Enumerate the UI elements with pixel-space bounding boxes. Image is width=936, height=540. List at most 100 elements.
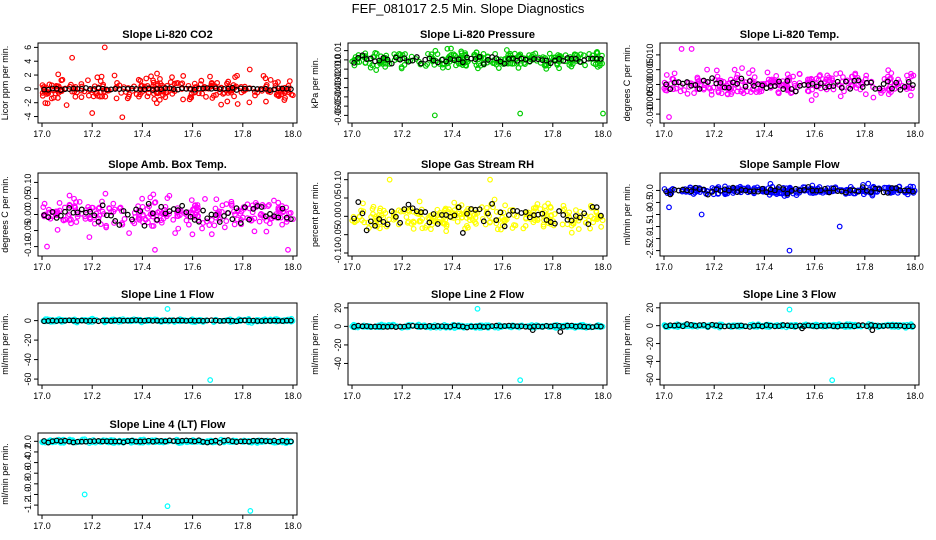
reference-point (539, 210, 546, 217)
reference-point (843, 189, 849, 196)
x-tick-label: 17.8 (856, 391, 874, 401)
series-point (175, 225, 182, 232)
y-tick-label: -40 (645, 355, 655, 368)
chart-panel-6: Slope Sample Flow ml/min per min. 17.0 17.2… (622, 159, 924, 272)
series-point (725, 85, 731, 92)
y-tick-label: 0 (645, 323, 655, 328)
outlier-point (444, 45, 451, 52)
series-point (493, 220, 500, 227)
series-point (517, 60, 524, 67)
reference-point (145, 200, 152, 207)
reference-point (663, 188, 669, 195)
y-tick-label: 0.01 (333, 42, 343, 60)
series-point (848, 73, 855, 80)
series-point (487, 218, 493, 225)
series-point (731, 66, 738, 73)
reference-point (905, 78, 912, 85)
series-point (399, 323, 406, 330)
series-point (408, 220, 415, 227)
x-tick-label: 17.6 (494, 391, 512, 401)
series-point (575, 226, 582, 232)
series-point (103, 224, 110, 231)
series-point (153, 100, 160, 107)
chart-title: Slope Amb. Box Temp. (108, 159, 227, 171)
reference-point (405, 201, 412, 208)
series-point (432, 47, 439, 54)
reference-point (212, 212, 219, 218)
series-point (157, 76, 163, 82)
chart-panel-3: Slope Li-820 Temp. degrees C per min. 17.0… (622, 29, 924, 139)
reference-point (129, 216, 135, 223)
series-point (352, 218, 358, 225)
series-point (847, 183, 854, 190)
series-point (451, 199, 458, 206)
outlier-point (69, 54, 76, 61)
x-tick-label: 17.6 (184, 129, 202, 139)
plot-frame (37, 432, 298, 516)
series-point (223, 218, 230, 224)
series-point (360, 200, 366, 207)
series-point (286, 210, 292, 217)
series-point (286, 78, 293, 84)
reference-point (434, 59, 441, 66)
series-point (837, 93, 844, 100)
series-point (816, 73, 823, 80)
series-point (370, 203, 377, 210)
series-point (909, 85, 915, 92)
x-tick-label: 18.0 (594, 129, 612, 139)
series-point (209, 95, 216, 101)
series-point (566, 209, 573, 216)
reference-point (667, 86, 674, 92)
series-point (870, 94, 877, 101)
y-tick-label: -0.05 (333, 224, 343, 245)
x-tick-label: 17.8 (856, 262, 874, 272)
reference-point (746, 78, 753, 85)
reference-point (598, 323, 604, 330)
reference-point (363, 227, 370, 234)
series-point (117, 204, 124, 211)
series-point (168, 317, 175, 324)
series-point (544, 214, 551, 221)
series-point (283, 204, 290, 211)
series-point (568, 229, 575, 236)
series-point (174, 213, 181, 219)
series-point (404, 219, 411, 226)
x-tick-label: 17.0 (655, 129, 673, 139)
x-tick-label: 17.0 (343, 129, 361, 139)
y-tick-label: -0.06 (333, 105, 343, 126)
series-point (458, 211, 465, 218)
series-point (174, 79, 181, 86)
series-point (848, 82, 854, 89)
series-point (228, 198, 235, 205)
reference-point (376, 216, 383, 222)
reference-point (585, 221, 592, 228)
x-tick-label: 17.4 (134, 391, 152, 401)
reference-point (472, 56, 479, 63)
series-point (417, 218, 424, 225)
series-point (503, 47, 510, 53)
reference-point (868, 189, 874, 195)
series-point (386, 216, 393, 223)
series-point (891, 82, 898, 89)
series-point (234, 72, 240, 79)
reference-point (684, 79, 690, 85)
series-point (48, 95, 55, 102)
y-tick-label: 20 (645, 303, 655, 313)
series-point (78, 94, 85, 101)
reference-point (200, 207, 206, 214)
y-tick-label: 0.00 (333, 208, 343, 226)
series-point (593, 208, 600, 214)
reference-point (880, 81, 887, 87)
series-point (218, 101, 225, 108)
reference-point (116, 222, 123, 228)
series-point (199, 90, 206, 97)
x-tick-label: 17.0 (33, 262, 51, 272)
series-point (272, 80, 279, 86)
series-point (180, 73, 187, 79)
reference-point (112, 217, 119, 224)
series-point (887, 79, 894, 86)
reference-point (663, 81, 669, 88)
series-point (753, 89, 760, 96)
series-point (445, 64, 452, 71)
reference-point (759, 82, 766, 89)
